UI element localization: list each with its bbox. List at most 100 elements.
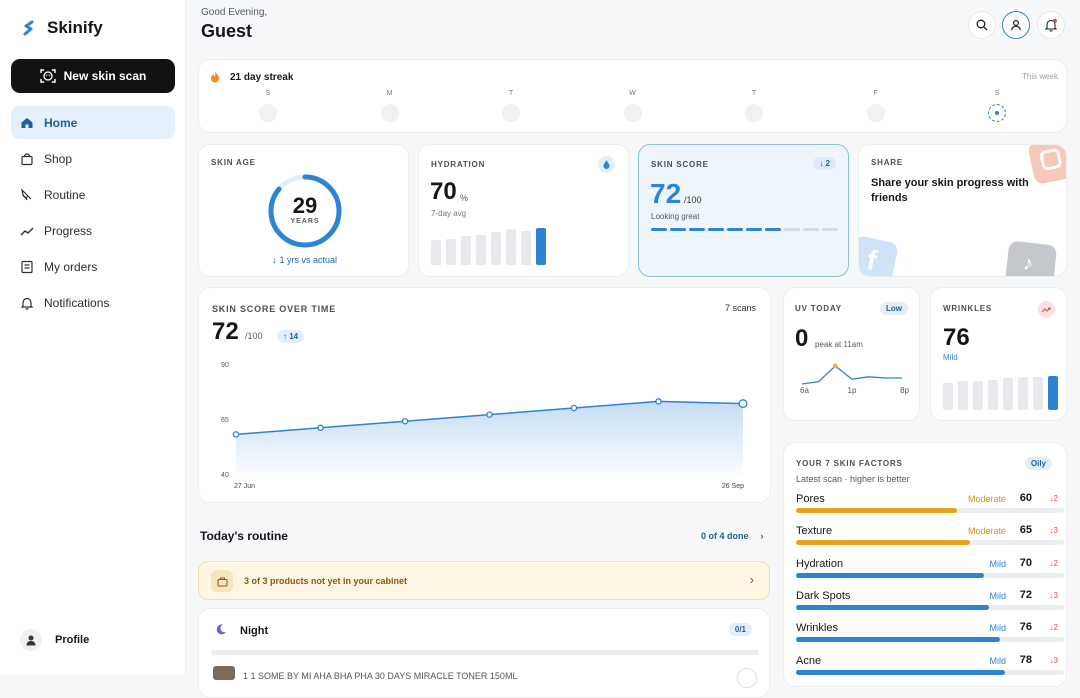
factor-bar-fill	[796, 540, 971, 546]
factor-bar-track	[796, 572, 1064, 578]
notifications-button[interactable]	[1037, 11, 1065, 39]
factor-bar-track	[796, 669, 1064, 675]
score-segment	[689, 228, 705, 231]
sidebar-item-my-orders[interactable]: My orders	[11, 250, 175, 283]
streak-day-letter: S	[994, 90, 1000, 97]
factor-name: Wrinkles	[796, 622, 838, 635]
skin-factor-texture[interactable]: Texture Moderate 65 ↓3	[796, 524, 1068, 555]
skin-factors-card[interactable]: YOUR 7 SKIN FACTORS Latest scan · higher…	[783, 442, 1067, 687]
streak-day: S	[256, 90, 280, 122]
share-text: Share your skin progress with friends	[871, 177, 1029, 204]
hydration-unit: %	[460, 193, 469, 203]
streak-day-letter: F	[873, 90, 878, 97]
cabinet-alert-text: 3 of 3 products not yet in your cabinet	[244, 576, 408, 586]
streak-day-letter: M	[386, 90, 393, 97]
routine-progress-link[interactable]: 0 of 4 done ›	[701, 531, 764, 541]
factor-bar-fill	[796, 604, 989, 610]
sidebar-item-shop[interactable]: Shop	[11, 142, 175, 175]
sidebar-item-routine[interactable]: Routine	[11, 178, 175, 211]
factor-bar-track	[796, 637, 1064, 643]
skin-score-delta-value: 2	[825, 159, 830, 168]
score-segment	[784, 228, 800, 231]
search-icon	[976, 19, 988, 31]
skin-score-note: Looking great	[651, 212, 700, 221]
score-segment	[708, 228, 724, 231]
score-point[interactable]	[486, 411, 493, 418]
shopping-bag-icon	[21, 152, 33, 165]
hydration-bar	[476, 234, 486, 265]
sidebar-item-home[interactable]: Home	[11, 106, 175, 139]
score-point[interactable]	[317, 424, 324, 432]
skin-score-label: SKIN SCORE	[651, 160, 709, 169]
skin-factor-pores[interactable]: Pores Moderate 60 ↓2	[796, 492, 1068, 523]
tiktok-icon[interactable]: ♪	[1004, 240, 1058, 276]
sidebar-item-notifications[interactable]: Notifications	[11, 286, 175, 319]
score-chart-title: SKIN SCORE OVER TIME	[212, 304, 337, 314]
factor-bar-track	[796, 604, 1064, 610]
logo[interactable]: Skinify	[22, 18, 103, 38]
skin-factor-hydration[interactable]: Hydration Mild 70 ↓2	[796, 557, 1068, 588]
hydration-bar	[431, 239, 441, 265]
app-name: Skinify	[47, 18, 103, 37]
wrinkles-card[interactable]: WRINKLES 76 Mild	[930, 287, 1067, 421]
streak-day-letter: S	[265, 90, 271, 97]
skin-score-segments	[651, 228, 838, 231]
score-point[interactable]	[570, 404, 578, 412]
facebook-icon[interactable]: f	[859, 234, 900, 276]
streak-day-letter: W	[629, 90, 636, 97]
score-segment	[765, 228, 781, 231]
skin-age-note-text: 1 yrs vs actual	[279, 255, 338, 265]
skin-factor-acne[interactable]: Acne Mild 78 ↓3	[796, 654, 1068, 685]
profile-label: Profile	[55, 634, 90, 646]
uv-card[interactable]: UV TODAY Low 0 peak at 11am 6a 1p 8p	[783, 287, 920, 421]
factor-name: Acne	[796, 654, 822, 667]
hydration-note: 7-day avg	[431, 209, 467, 218]
score-segment	[727, 228, 743, 231]
trend-line-icon	[20, 227, 34, 235]
instagram-icon[interactable]	[1027, 145, 1066, 186]
skin-factor-wrinkles[interactable]: Wrinkles Mild 76 ↓2	[796, 621, 1068, 652]
profile-link[interactable]: Profile	[20, 629, 89, 651]
hydration-card[interactable]: HYDRATION 70 % 7-day avg	[418, 144, 629, 277]
night-progress-bar	[211, 650, 759, 655]
score-point[interactable]	[655, 398, 662, 405]
hydration-bar	[491, 232, 501, 265]
factor-bar-fill	[796, 669, 1006, 675]
hydration-bar	[461, 236, 471, 265]
score-segment	[822, 228, 838, 231]
cabinet-alert[interactable]: 3 of 3 products not yet in your cabinet …	[198, 561, 770, 600]
factor-severity: Moderate	[967, 526, 1006, 537]
account-button[interactable]	[1002, 11, 1030, 39]
uv-x-tick: 6a	[800, 386, 809, 395]
uv-peak-point	[832, 363, 838, 369]
hydration-bars	[431, 223, 546, 265]
y-tick-label: 90	[221, 362, 229, 369]
factor-delta-value: 3	[1053, 590, 1058, 600]
sidebar: Skinify New skin scan Home Shop Routine Pro…	[0, 0, 186, 675]
skin-factor-dark-spots[interactable]: Dark Spots Mild 72 ↓3	[796, 589, 1068, 620]
streak-day: W	[621, 90, 645, 122]
score-point[interactable]	[401, 417, 409, 425]
score-point[interactable]	[232, 431, 240, 438]
uv-value: 0	[795, 325, 809, 352]
wrinkles-bar	[973, 380, 983, 410]
search-button[interactable]	[968, 11, 996, 39]
streak-day: M	[378, 90, 402, 122]
skin-score-card[interactable]: SKIN SCORE ↓ 2 72 /100 Looking great	[638, 144, 849, 277]
skin-age-note: ↓ 1 yrs vs actual	[199, 255, 410, 265]
new-skin-scan-label: New skin scan	[63, 69, 147, 83]
skin-age-card[interactable]: SKIN AGE 29 YEARS ↓ 1 yrs vs actual	[198, 144, 409, 277]
streak-day-letter: T	[751, 90, 757, 97]
y-tick-label: 65	[221, 417, 229, 424]
score-chart-card[interactable]: SKIN SCORE OVER TIME 7 scans 72 /100 ↑ 1…	[198, 287, 771, 503]
score-chart-unit: /100	[245, 331, 263, 341]
routine-item-checkbox[interactable]	[737, 668, 757, 688]
night-routine-card[interactable]: Night 0/1 1 1 SOME BY MI AHA BHA PHA 30 …	[198, 608, 770, 698]
orders-icon	[21, 260, 33, 273]
score-point[interactable]	[738, 399, 748, 409]
factor-severity: Mild	[989, 558, 1006, 569]
bell-icon	[1044, 18, 1058, 32]
new-skin-scan-button[interactable]: New skin scan	[11, 59, 175, 93]
share-card[interactable]: SHARE Share your skin progress with frie…	[858, 144, 1067, 277]
sidebar-item-progress[interactable]: Progress	[11, 214, 175, 247]
